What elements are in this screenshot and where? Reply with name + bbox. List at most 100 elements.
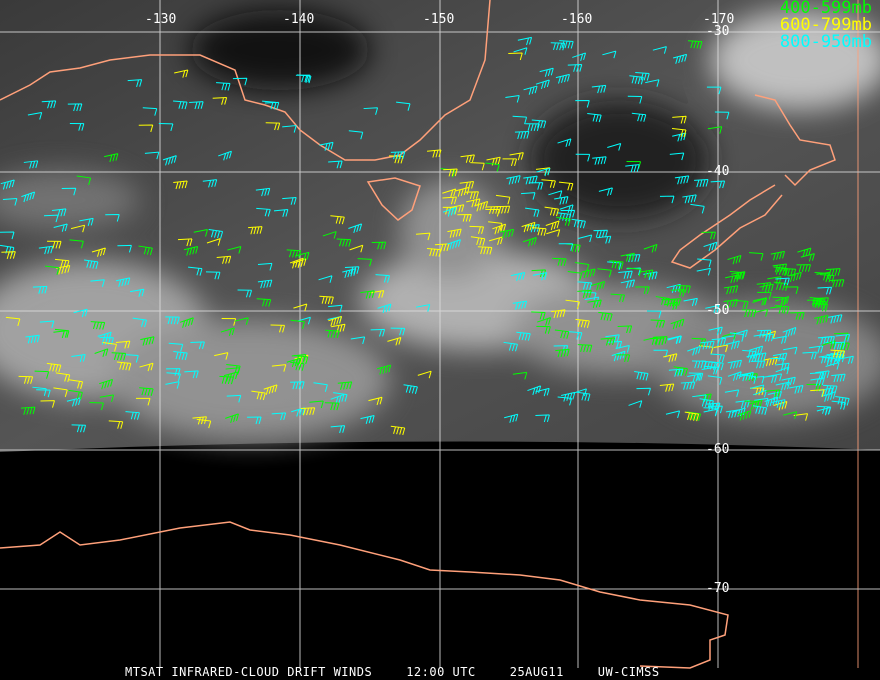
wind-barb	[635, 286, 650, 294]
wind-barb	[132, 317, 148, 328]
wind-barb	[700, 340, 715, 350]
latitude-label: -60	[706, 442, 730, 457]
wind-barb	[723, 299, 738, 309]
wind-barb	[474, 200, 489, 212]
wind-barb	[512, 115, 528, 125]
wind-barb	[295, 251, 310, 261]
wind-barb	[184, 370, 199, 379]
wind-barb	[701, 231, 717, 240]
wind-barb	[46, 362, 62, 373]
wind-barb	[665, 410, 681, 419]
wind-barb	[136, 397, 151, 406]
wind-barb	[706, 86, 722, 95]
wind-barb	[531, 119, 547, 129]
wind-barb	[360, 290, 375, 299]
wind-barb	[703, 408, 718, 417]
wind-barb	[620, 279, 636, 289]
wind-barb	[724, 389, 740, 397]
wind-barb	[495, 205, 511, 214]
wind-barb	[290, 319, 306, 329]
wind-barb	[575, 318, 590, 328]
wind-barb	[771, 399, 786, 408]
wind-barb	[196, 418, 212, 429]
wind-barb	[477, 246, 493, 255]
wind-barb	[330, 394, 345, 404]
wind-barb	[237, 289, 253, 298]
wind-barb	[54, 328, 70, 338]
wind-barb	[691, 360, 707, 369]
tasmania-coastline	[366, 177, 421, 221]
wind-barb	[687, 345, 701, 356]
wind-barb	[775, 366, 790, 375]
wind-barb	[61, 187, 77, 196]
wind-barb	[581, 268, 596, 279]
wind-barb	[466, 198, 481, 208]
wind-barb	[670, 318, 685, 330]
wind-barb	[168, 342, 184, 352]
wind-barb	[645, 79, 660, 87]
wind-barb	[360, 415, 375, 425]
wind-barb	[638, 269, 654, 279]
wind-barb	[559, 204, 574, 213]
wind-barb	[256, 207, 271, 217]
wind-barb	[782, 326, 797, 338]
wind-barb	[66, 397, 81, 407]
wind-barb	[673, 366, 688, 376]
wind-barb	[627, 267, 642, 277]
wind-barb	[331, 323, 346, 333]
wind-barb	[505, 94, 520, 103]
wind-barb	[829, 279, 845, 288]
wind-barb	[183, 246, 199, 256]
wind-barb	[333, 392, 348, 402]
longitude-label: -160	[561, 12, 593, 27]
wind-barb	[537, 317, 552, 326]
caption-time: 12:00 UTC	[406, 665, 476, 679]
wind-barb	[117, 244, 132, 253]
wind-barb	[545, 220, 560, 231]
wind-barb	[251, 390, 266, 401]
wind-barb	[772, 352, 788, 362]
wind-barb	[488, 236, 504, 245]
wind-barb	[104, 153, 119, 163]
wind-barb	[166, 372, 181, 382]
wind-barb	[772, 335, 788, 344]
wind-barb	[499, 228, 515, 239]
wind-barb	[67, 103, 83, 112]
antarctica-coastline	[0, 521, 729, 669]
wind-barb	[218, 150, 232, 161]
wind-barb	[587, 299, 602, 309]
wind-barb	[69, 239, 84, 249]
wind-barb	[557, 138, 572, 147]
wind-barb	[470, 162, 485, 171]
wind-barb	[390, 327, 406, 336]
wind-barb	[443, 168, 458, 177]
wind-barb	[727, 359, 742, 370]
wind-barb	[442, 196, 457, 205]
wind-barb	[634, 371, 649, 381]
wind-barb	[556, 212, 572, 222]
wind-barb	[615, 354, 631, 363]
wind-barb	[363, 107, 379, 115]
wind-barb	[666, 283, 681, 293]
wind-barb	[643, 243, 658, 253]
wind-barb	[548, 190, 563, 198]
wind-barb	[527, 385, 542, 396]
wind-barb	[688, 372, 704, 381]
wind-barb	[775, 304, 790, 315]
wind-barb	[273, 208, 289, 217]
wind-barb	[835, 334, 851, 343]
wind-barb	[830, 350, 845, 360]
wind-barb	[488, 221, 503, 231]
wind-barb	[470, 236, 486, 246]
wind-barb	[617, 325, 633, 334]
wind-barb	[105, 214, 120, 222]
wind-barb	[708, 326, 723, 335]
wind-barb	[682, 194, 697, 204]
wind-barb	[797, 247, 812, 258]
wind-barb	[659, 195, 675, 204]
wind-barb	[55, 372, 71, 383]
wind-barb	[68, 379, 84, 389]
nz-north-island-coastline	[754, 94, 836, 187]
wind-barb	[369, 290, 385, 299]
wind-barb	[256, 298, 272, 307]
